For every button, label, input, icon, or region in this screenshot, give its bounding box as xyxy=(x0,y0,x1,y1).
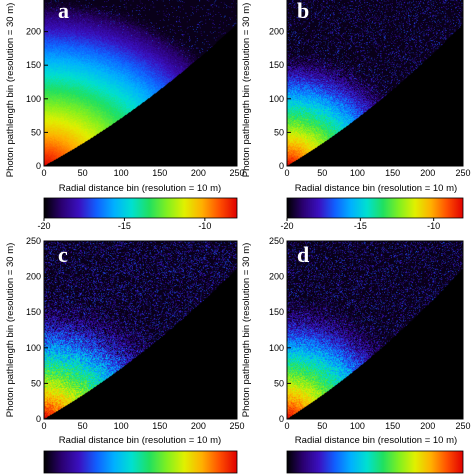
panel-label-c: c xyxy=(58,242,68,267)
x-tick-label: 150 xyxy=(152,168,167,178)
y-tick-label: 150 xyxy=(26,307,41,317)
y-tick-label: 100 xyxy=(26,94,41,104)
plot-frame-b xyxy=(286,0,464,167)
colorbar-tick-label: -15 xyxy=(118,221,131,231)
x-axis-label-d: Radial distance bin (resolution = 10 m) xyxy=(295,435,457,446)
y-tick-label: 200 xyxy=(269,27,284,37)
y-tick-label: 200 xyxy=(26,27,41,37)
panel-d: d 0 50 100 150 200 250 0 50 100 150 200 250 Radial… xyxy=(241,236,471,474)
x-tick-label: 200 xyxy=(191,421,206,431)
y-tick-label: 0 xyxy=(36,414,41,424)
heatmap-b-image xyxy=(287,0,463,166)
x-tick-label: 50 xyxy=(317,421,327,431)
y-axis-label-d: Photon pathlength bin (resolution = 30 m… xyxy=(241,243,252,418)
colorbar-b xyxy=(286,197,464,219)
x-tick-label: 250 xyxy=(229,421,244,431)
y-axis-label-c: Photon pathlength bin (resolution = 30 m… xyxy=(5,243,16,418)
plot-frame-d xyxy=(286,240,464,420)
x-tick-label: 0 xyxy=(41,421,46,431)
colorbar-tick-label: -10 xyxy=(198,221,211,231)
y-tick-label: 250 xyxy=(26,236,41,246)
heatmap-c-image xyxy=(44,241,237,419)
y-tick-label: 250 xyxy=(269,236,284,246)
y-ticks-a: 0 50 100 150 200 xyxy=(26,27,48,171)
colorbar-c xyxy=(43,450,238,474)
x-tick-label: 100 xyxy=(350,421,365,431)
y-tick-label: 50 xyxy=(274,127,284,137)
y-tick-label: 100 xyxy=(269,343,284,353)
y-tick-label: 50 xyxy=(274,378,284,388)
x-tick-label: 100 xyxy=(350,168,365,178)
x-tick-label: 50 xyxy=(78,168,88,178)
colorbar-ticks-a: -20 -15 -10 xyxy=(37,218,211,231)
y-ticks-d: 0 50 100 150 200 250 xyxy=(269,236,291,424)
x-tick-label: 200 xyxy=(420,421,435,431)
colorbar-ticks-b: -20 -15 -10 xyxy=(280,218,440,231)
x-tick-label: 50 xyxy=(317,168,327,178)
x-ticks-d: 0 50 100 150 200 250 xyxy=(284,415,471,431)
y-tick-label: 0 xyxy=(279,414,284,424)
y-tick-label: 100 xyxy=(269,94,284,104)
plot-frame-c xyxy=(43,240,238,420)
colorbar-tick-label: -20 xyxy=(280,221,293,231)
y-ticks-b: 0 50 100 150 200 xyxy=(269,27,291,171)
y-tick-label: 50 xyxy=(31,127,41,137)
x-tick-label: 0 xyxy=(284,421,289,431)
x-axis-label-c: Radial distance bin (resolution = 10 m) xyxy=(59,435,221,446)
y-tick-label: 0 xyxy=(279,161,284,171)
x-ticks-b: 0 50 100 150 200 250 xyxy=(284,162,471,178)
x-ticks-c: 0 50 100 150 200 250 xyxy=(41,415,245,431)
x-tick-label: 150 xyxy=(385,168,400,178)
heatmap-a-image xyxy=(44,0,237,166)
x-tick-label: 200 xyxy=(420,168,435,178)
plot-frame-a xyxy=(43,0,238,167)
panel-a: a 0 50 100 150 200 250 0 50 100 150 200 Radial di… xyxy=(5,0,245,231)
y-ticks-c: 0 50 100 150 200 250 xyxy=(26,236,48,424)
colorbar-tick-label: -15 xyxy=(354,221,367,231)
x-tick-label: 200 xyxy=(191,168,206,178)
x-tick-label: 100 xyxy=(114,421,129,431)
x-tick-label: 150 xyxy=(385,421,400,431)
x-tick-label: 0 xyxy=(284,168,289,178)
x-tick-label: 250 xyxy=(455,168,470,178)
colorbar-a xyxy=(43,197,238,219)
colorbar-tick-label: -10 xyxy=(427,221,440,231)
panel-b: b 0 50 100 150 200 250 0 50 100 150 200 Radial di… xyxy=(241,0,471,231)
y-tick-label: 100 xyxy=(26,343,41,353)
panel-label-b: b xyxy=(297,0,309,23)
y-tick-label: 50 xyxy=(31,378,41,388)
y-tick-label: 200 xyxy=(26,272,41,282)
x-ticks-a: 0 50 100 150 200 250 xyxy=(41,162,245,178)
y-tick-label: 0 xyxy=(36,161,41,171)
x-tick-label: 250 xyxy=(229,168,244,178)
y-tick-label: 150 xyxy=(269,307,284,317)
colorbar-tick-label: -20 xyxy=(37,221,50,231)
colorbar-d xyxy=(286,450,464,474)
y-tick-label: 200 xyxy=(269,272,284,282)
y-axis-label-b: Photon pathlength bin (resolution = 30 m… xyxy=(241,3,252,178)
panel-label-d: d xyxy=(297,242,309,267)
heatmap-d-image xyxy=(287,241,463,419)
x-tick-label: 50 xyxy=(78,421,88,431)
y-axis-label-a: Photon pathlength bin (resolution = 30 m… xyxy=(5,3,16,178)
x-tick-label: 150 xyxy=(152,421,167,431)
y-tick-label: 150 xyxy=(26,60,41,70)
y-tick-label: 150 xyxy=(269,60,284,70)
x-axis-label-a: Radial distance bin (resolution = 10 m) xyxy=(59,183,221,194)
panel-label-a: a xyxy=(58,0,69,23)
panel-c: c 0 50 100 150 200 250 0 50 100 150 200 250 Radial… xyxy=(5,236,245,474)
x-axis-label-b: Radial distance bin (resolution = 10 m) xyxy=(295,183,457,194)
x-tick-label: 250 xyxy=(455,421,470,431)
x-tick-label: 100 xyxy=(114,168,129,178)
x-tick-label: 0 xyxy=(41,168,46,178)
